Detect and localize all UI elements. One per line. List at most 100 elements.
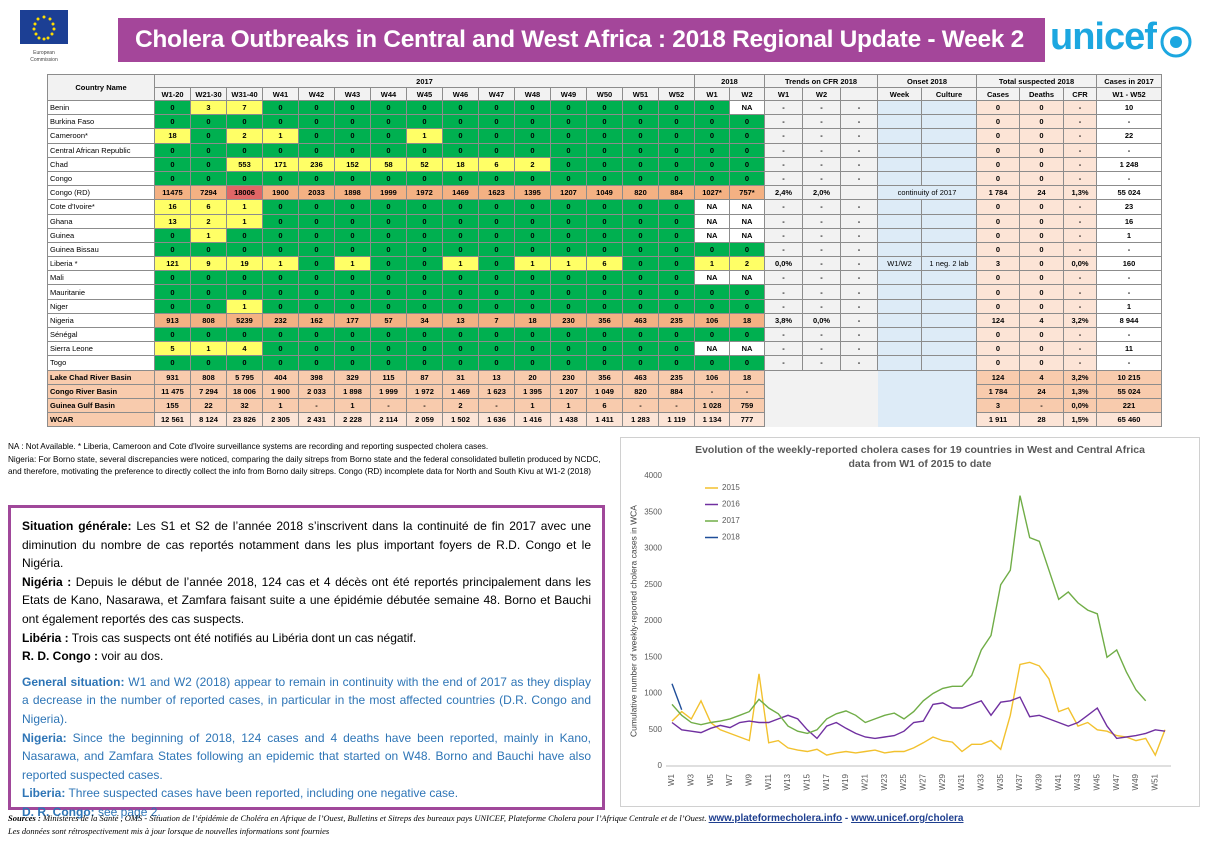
table-cell: 0 — [262, 326, 299, 343]
table-cell: 11 475 — [154, 383, 191, 399]
table-cell: 0 — [658, 241, 695, 258]
table-cell: 221 — [1096, 397, 1162, 414]
table-cell: - — [802, 326, 841, 343]
table-cell: 2 — [442, 397, 479, 414]
table-cell: 0 — [976, 326, 1020, 343]
header-cell: W2 — [802, 87, 841, 101]
table-cell: 1 469 — [442, 383, 479, 399]
table-cell: 1 502 — [442, 412, 479, 428]
empty-cell — [921, 370, 977, 385]
table-cell: 0 — [622, 114, 659, 130]
cholera-table: Country Name 2017 2018 Trends on CFR 2018 On… — [47, 74, 1162, 428]
table-cell: - — [1096, 114, 1162, 130]
table-cell: 235 — [658, 369, 695, 385]
x-tick-label: W25 — [899, 773, 908, 790]
table-cell: 0 — [370, 341, 407, 357]
table-cell: 0 — [514, 241, 551, 258]
table-cell: 0 — [976, 142, 1020, 158]
empty-cell — [764, 384, 803, 399]
table-cell: 0 — [190, 270, 227, 286]
table-cell: 0 — [586, 326, 623, 343]
table-cell: 0 — [658, 326, 695, 343]
table-cell: 0 — [658, 156, 695, 172]
header-cell: W52 — [658, 87, 695, 101]
link[interactable]: www.unicef.org/cholera — [851, 813, 964, 824]
legend-label: 2016 — [722, 500, 740, 509]
table-cell: 13 — [442, 312, 479, 329]
empty-cell — [877, 341, 922, 357]
table-cell: 0 — [226, 326, 263, 343]
table-cell: - — [729, 383, 765, 399]
table-cell: - — [802, 227, 841, 243]
empty-cell — [840, 87, 878, 101]
table-cell: 1469 — [442, 185, 479, 201]
table-cell: W1/W2 — [877, 256, 922, 272]
table-cell: 1 — [334, 397, 371, 414]
country-name: Niger — [47, 298, 155, 314]
table-cell: 7 294 — [190, 383, 227, 399]
table-cell: 5 — [154, 341, 191, 357]
empty-cell — [921, 170, 977, 187]
table-cell: NA — [729, 341, 765, 357]
table-cell: 0 — [514, 284, 551, 300]
table-cell: 106 — [694, 369, 730, 385]
table-cell: 820 — [622, 185, 659, 201]
table-cell: 0,0% — [1063, 397, 1097, 414]
table-cell: 356 — [586, 312, 623, 329]
table-cell: 0 — [550, 298, 587, 314]
table-cell: - — [1063, 355, 1097, 371]
table-cell: 1 972 — [406, 383, 443, 399]
table-cell: - — [840, 227, 878, 243]
table-cell: 0 — [190, 156, 227, 172]
table-cell: - — [658, 397, 695, 414]
table-cell: 4 — [226, 341, 263, 357]
paragraph: D. R. Congo: see page 2. — [22, 803, 591, 822]
x-tick-label: W9 — [744, 773, 753, 786]
table-cell: 0 — [154, 326, 191, 343]
table-cell: 0 — [298, 213, 335, 229]
table-cell: 2,4% — [764, 185, 803, 201]
table-cell: - — [764, 199, 803, 215]
table-cell: 0 — [334, 341, 371, 357]
table-cell: 55 024 — [1096, 383, 1162, 399]
link[interactable]: www.plateformecholera.info — [708, 813, 843, 824]
table-cell: 0 — [154, 284, 191, 300]
table-cell: 0 — [298, 142, 335, 158]
header-cell: Culture — [921, 87, 977, 101]
empty-cell — [840, 412, 878, 427]
table-cell: continuity of 2017 — [877, 185, 977, 201]
table-cell: 0,0% — [764, 256, 803, 272]
table-cell: - — [840, 213, 878, 229]
table-cell: 0 — [334, 213, 371, 229]
table-cell: 235 — [658, 312, 695, 329]
table-cell: 3,2% — [1063, 369, 1097, 385]
table-cell: - — [840, 99, 878, 116]
table-cell: 0 — [154, 170, 191, 187]
x-tick-label: W19 — [841, 773, 850, 790]
table-cell: 1 neg. 2 lab — [921, 256, 977, 272]
table-cell: 9 — [190, 256, 227, 272]
y-tick-label: 1000 — [644, 689, 662, 698]
table-cell: 0 — [976, 241, 1020, 258]
table-cell: - — [478, 397, 515, 414]
table-cell: 0 — [298, 199, 335, 215]
table-cell: 0 — [406, 256, 443, 272]
x-tick-label: W7 — [725, 773, 734, 786]
table-cell: NA — [694, 213, 730, 229]
empty-cell — [877, 156, 922, 172]
table-cell: 0 — [586, 114, 623, 130]
table-cell: 0 — [550, 142, 587, 158]
country-name: Nigeria — [47, 312, 155, 329]
table-cell: 0 — [370, 284, 407, 300]
note: Nigeria: For Borno state, several discre… — [8, 454, 601, 477]
series-line — [671, 683, 683, 710]
x-tick-label: W17 — [822, 773, 831, 790]
table-cell: 0 — [370, 256, 407, 272]
table-cell: 0 — [694, 241, 730, 258]
table-cell: - — [1096, 284, 1162, 300]
table-cell: 13 — [154, 213, 191, 229]
table-cell: 0 — [406, 241, 443, 258]
table-cell: 0 — [442, 270, 479, 286]
table-cell: 0 — [370, 114, 407, 130]
